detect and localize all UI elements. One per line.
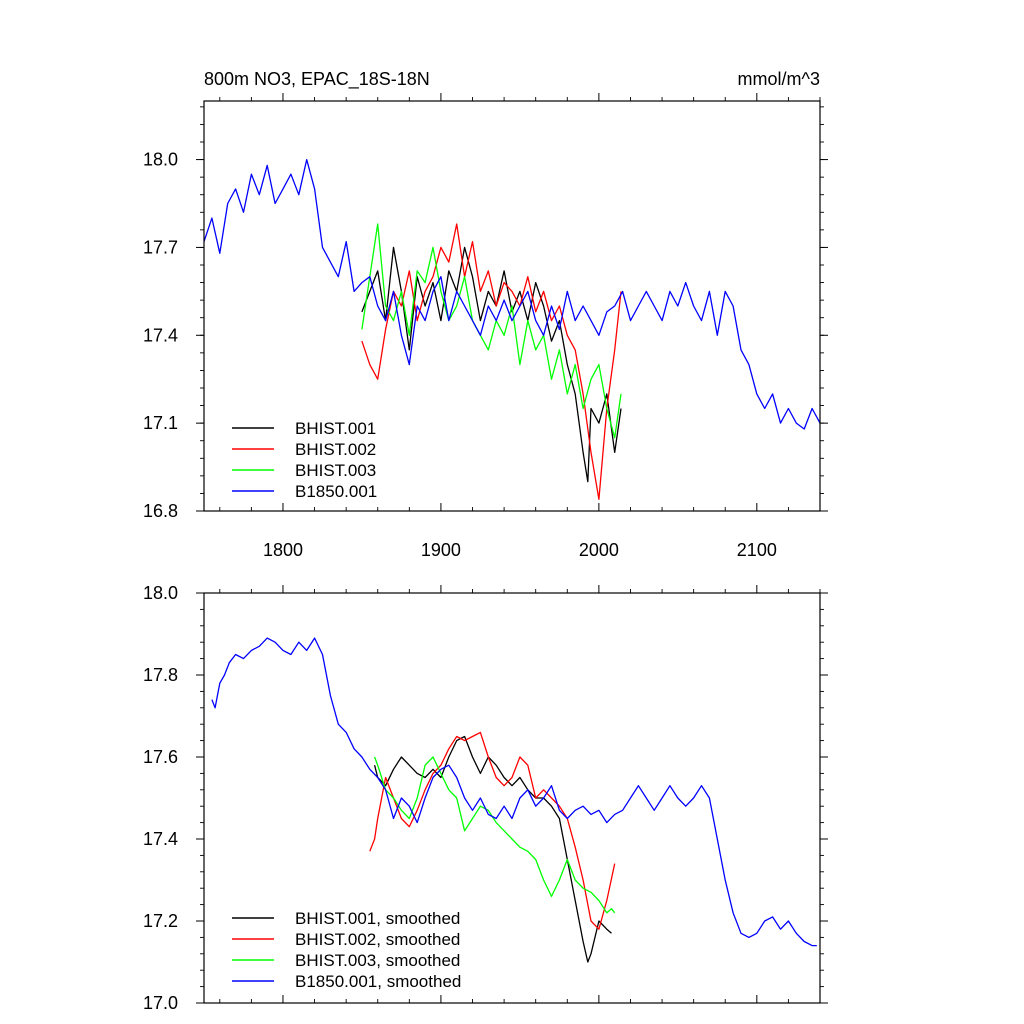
y-tick-label: 17.8 (143, 665, 178, 685)
legend-label-1: BHIST.001 (295, 419, 376, 438)
bottom-panel: 17.0 17.2 17.4 17.6 17.8 18.0 BHIST.001, smoo… (143, 583, 828, 1013)
legend-label-2: BHIST.002, smoothed (295, 930, 460, 949)
y-tick-label: 17.1 (143, 413, 178, 433)
x-tick-label: 1800 (263, 540, 303, 560)
legend-label-4: B1850.001 (295, 482, 377, 501)
y-tick-label: 17.6 (143, 747, 178, 767)
series-line-2 (369, 731, 616, 930)
y-tick-label: 17.2 (143, 911, 178, 931)
legend-label-1: BHIST.001, smoothed (295, 909, 460, 928)
series-line-3 (373, 756, 616, 914)
series-line-4 (203, 158, 821, 430)
y-tick-label: 17.0 (143, 993, 178, 1013)
x-tick-label: 2100 (737, 540, 777, 560)
y-tick-label: 16.8 (143, 501, 178, 521)
x-tick-label: 2000 (579, 540, 619, 560)
series-group-top (203, 158, 821, 500)
axis-ticks-bottom: 17.0 17.2 17.4 17.6 17.8 18.0 (143, 583, 828, 1013)
legend-bottom: BHIST.001, smoothed BHIST.002, smoothed BH… (232, 909, 461, 991)
y-tick-label: 18.0 (143, 583, 178, 603)
series-group-bottom (211, 637, 817, 963)
y-tick-label: 18.0 (143, 150, 178, 170)
legend-label-4: B1850.001, smoothed (295, 972, 461, 991)
x-tick-label: 1900 (421, 540, 461, 560)
plot-frame-bottom (203, 592, 821, 1004)
chart-title: 800m NO3, EPAC_18S-18N (204, 69, 430, 90)
chart-units: mmol/m^3 (738, 69, 820, 89)
y-tick-label: 17.4 (143, 829, 178, 849)
y-tick-label: 17.4 (143, 325, 178, 345)
series-line-2 (361, 223, 622, 500)
legend-label-3: BHIST.003 (295, 461, 376, 480)
y-tick-label: 17.7 (143, 237, 178, 257)
legend-label-3: BHIST.003, smoothed (295, 951, 460, 970)
series-line-4 (211, 637, 817, 947)
axis-ticks-top: 16.8 17.1 17.4 17.7 18.0 1800 1900 2000 2100 (143, 93, 828, 560)
plot-frame-top (203, 100, 821, 512)
legend-label-2: BHIST.002 (295, 440, 376, 459)
top-panel: 800m NO3, EPAC_18S-18N mmol/m^3 16.8 17.1… (143, 69, 828, 560)
series-line-3 (361, 223, 622, 439)
series-line-1 (373, 735, 612, 963)
legend-top: BHIST.001 BHIST.002 BHIST.003 B1850.001 (232, 419, 377, 501)
